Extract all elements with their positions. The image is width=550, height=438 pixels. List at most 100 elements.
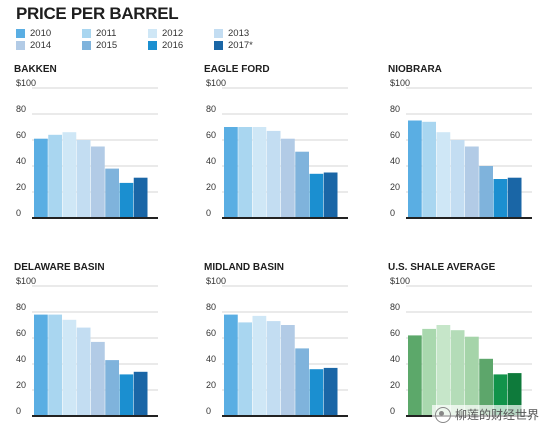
bar-chart: $100 80 60 40 20 0 <box>206 276 348 417</box>
y-tick-label: 20 <box>206 380 216 390</box>
legend-swatch <box>82 28 91 38</box>
chart-panel-delaware-basin: DELAWARE BASIN $100 80 60 40 20 0 <box>14 262 164 432</box>
bar <box>436 325 451 416</box>
y-tick-label: 80 <box>206 302 216 312</box>
bar <box>295 348 309 416</box>
chart-panel-bakken: BAKKEN $100 80 60 40 20 0 <box>14 64 164 234</box>
y-tick-label: 80 <box>390 104 400 114</box>
y-tick-label: $100 <box>206 276 226 286</box>
y-tick-label: 20 <box>16 380 26 390</box>
y-tick-label: 0 <box>16 406 21 416</box>
y-tick-label: 60 <box>390 130 400 140</box>
y-tick-label: 60 <box>16 130 26 140</box>
bar <box>133 177 148 218</box>
bar <box>266 130 281 218</box>
bar <box>408 335 422 416</box>
chart-title: EAGLE FORD <box>204 64 270 75</box>
bar <box>507 177 522 218</box>
legend-label: 2015 <box>96 39 118 51</box>
y-tick-label: 40 <box>16 354 26 364</box>
legend-label: 2016 <box>162 39 184 51</box>
bar <box>119 374 134 416</box>
bar <box>450 330 465 416</box>
bar <box>34 138 48 218</box>
bar <box>238 127 252 218</box>
bar <box>105 168 119 218</box>
legend-item: 2017* <box>214 39 253 51</box>
y-tick-label: 40 <box>16 156 26 166</box>
bar-chart: $100 80 60 40 20 0 <box>390 276 532 417</box>
bar <box>465 336 479 416</box>
bar <box>450 140 465 218</box>
y-tick-label: $100 <box>390 276 410 286</box>
y-tick-label: 0 <box>206 406 211 416</box>
chart-panel-eagle-ford: EAGLE FORD $100 80 60 40 20 0 <box>204 64 354 234</box>
bar <box>224 314 238 416</box>
y-tick-label: 0 <box>206 208 211 218</box>
bar <box>224 127 238 218</box>
bar-chart: $100 80 60 40 20 0 <box>16 276 158 417</box>
watermark-label: 柳莲的财经世界 <box>454 408 539 422</box>
bar <box>76 327 91 416</box>
chart-title: BAKKEN <box>14 64 57 75</box>
bar <box>479 166 493 218</box>
bar <box>465 146 479 218</box>
legend-item: 2013 <box>214 27 249 39</box>
legend-item: 2014 <box>16 39 51 51</box>
bar <box>91 341 105 416</box>
legend-label: 2014 <box>30 39 52 51</box>
y-tick-label: 40 <box>390 354 400 364</box>
bar <box>119 182 134 218</box>
watermark: 柳莲的财经世界 <box>431 405 542 424</box>
legend-swatch <box>148 28 157 38</box>
bar <box>323 172 338 218</box>
bar <box>295 151 309 218</box>
bar <box>309 369 324 416</box>
legend-item: 2011 <box>82 27 116 39</box>
legend-swatch <box>16 28 25 38</box>
y-tick-label: 20 <box>390 380 400 390</box>
chart-panel-midland-basin: MIDLAND BASIN $100 80 60 40 20 0 <box>204 262 354 432</box>
chart-title: NIOBRARA <box>388 64 442 75</box>
bar-chart: $100 80 60 40 20 0 <box>206 78 348 219</box>
y-tick-label: 0 <box>390 208 395 218</box>
y-tick-label: 60 <box>16 328 26 338</box>
bar <box>252 127 267 218</box>
bar <box>62 132 77 218</box>
bar <box>266 321 281 416</box>
y-tick-label: 80 <box>16 104 26 114</box>
bar <box>133 371 148 416</box>
bar-chart: $100 80 60 40 20 0 <box>16 78 158 219</box>
bar <box>436 132 451 218</box>
y-tick-label: $100 <box>206 78 226 88</box>
bar <box>252 315 267 416</box>
bar <box>105 360 119 416</box>
legend: 2010 2011 2012 2013 2014 2015 2016 2017* <box>16 27 296 51</box>
legend-swatch <box>214 28 223 38</box>
bar <box>323 367 338 416</box>
bar <box>422 121 436 218</box>
page-title: PRICE PER BARREL <box>16 4 179 23</box>
y-tick-label: 0 <box>390 406 395 416</box>
y-tick-label: 40 <box>206 156 216 166</box>
bar <box>48 314 62 416</box>
legend-item: 2012 <box>148 27 183 39</box>
legend-label: 2017* <box>228 39 253 51</box>
chart-title: U.S. SHALE AVERAGE <box>388 262 496 273</box>
y-tick-label: 20 <box>390 182 400 192</box>
bar <box>34 314 48 416</box>
y-tick-label: $100 <box>16 78 36 88</box>
legend-item: 2016 <box>148 39 183 51</box>
legend-swatch <box>16 40 25 50</box>
bar-chart: $100 80 60 40 20 0 <box>390 78 532 219</box>
chart-panel-niobrara: NIOBRARA $100 80 60 40 20 0 <box>388 64 538 234</box>
y-tick-label: 40 <box>206 354 216 364</box>
y-tick-label: 60 <box>206 130 216 140</box>
bar <box>281 138 295 218</box>
legend-label: 2010 <box>30 27 52 39</box>
y-tick-label: 60 <box>206 328 216 338</box>
y-tick-label: $100 <box>16 276 36 286</box>
bar <box>422 328 436 416</box>
bar <box>62 319 77 416</box>
legend-swatch <box>82 40 91 50</box>
